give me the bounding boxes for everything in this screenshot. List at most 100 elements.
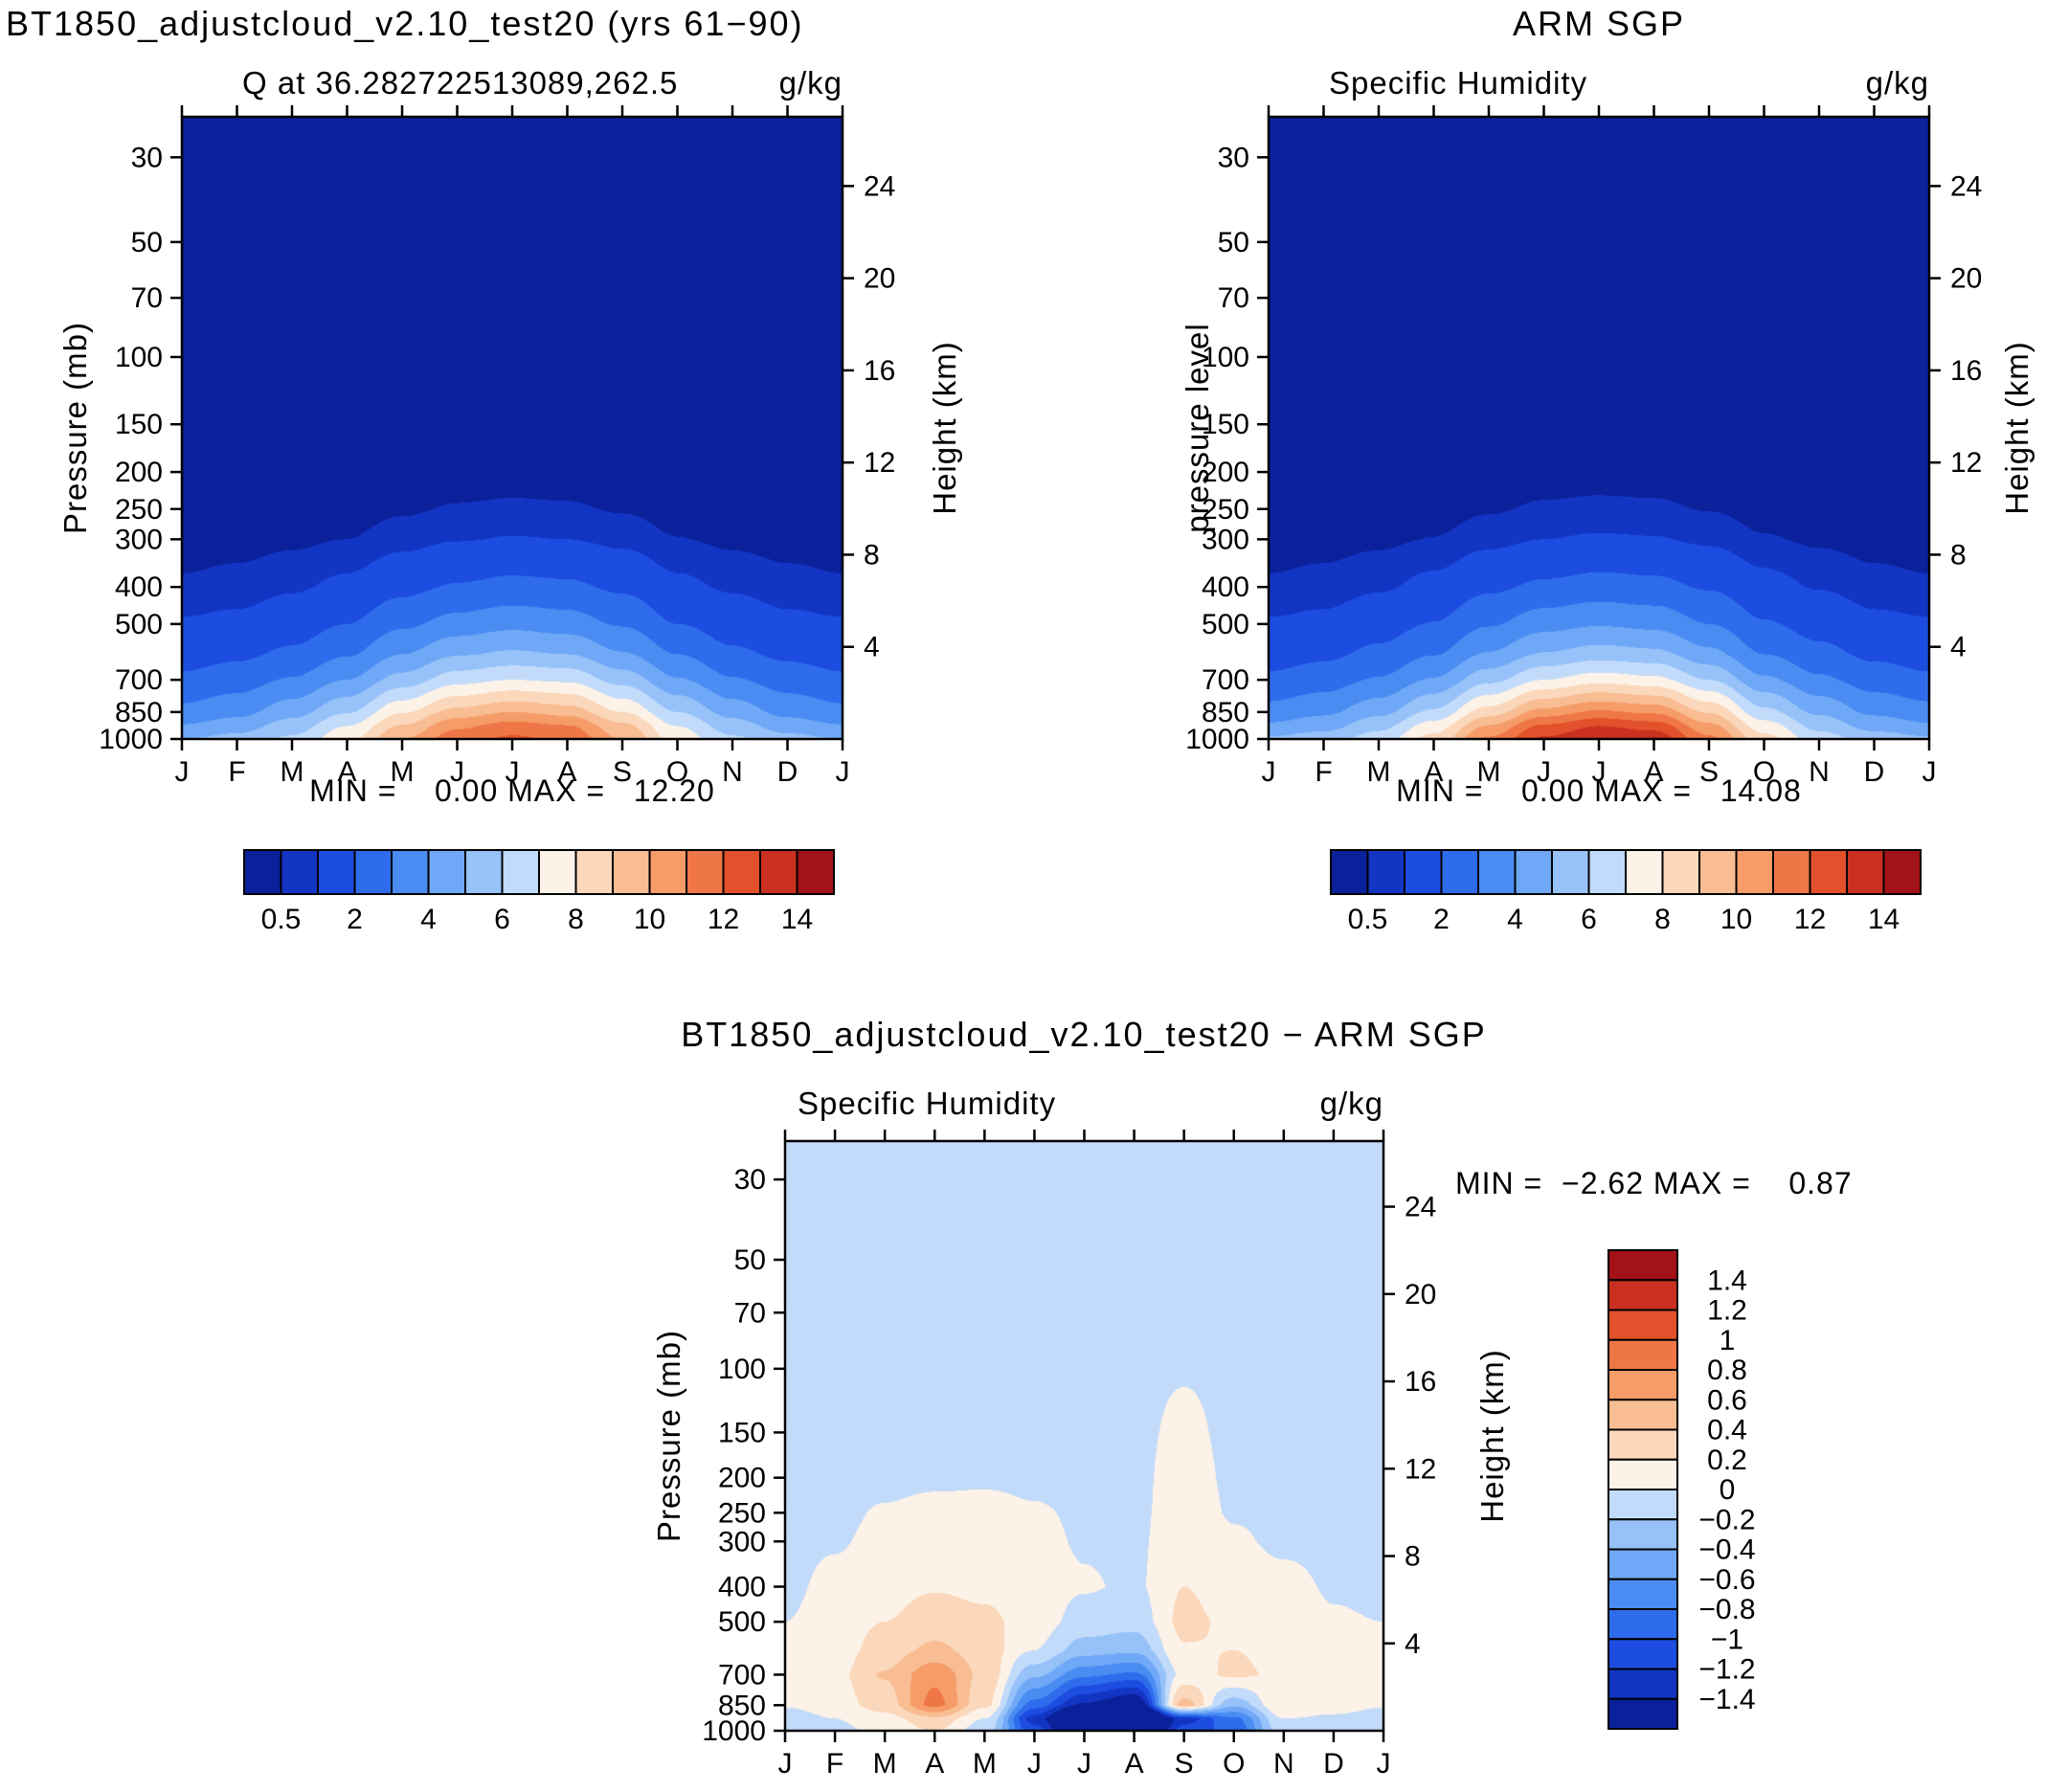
pressure-tick-label: 30 <box>131 142 163 173</box>
panel-obs-ylabel-right: Height (km) <box>1999 341 2035 515</box>
colorbar-tick-label: 0.2 <box>1707 1445 1747 1476</box>
colorbar-box <box>1608 1399 1678 1431</box>
colorbar-box <box>1698 849 1738 895</box>
colorbar-box <box>1608 1428 1678 1461</box>
colorbar-tick-label: 1.2 <box>1707 1295 1747 1327</box>
colorbar-box <box>796 849 835 895</box>
height-tick-label: 20 <box>864 263 895 295</box>
panel-obs-ylabel-left: pressure level <box>1180 323 1215 533</box>
colorbar-box <box>1608 1578 1678 1610</box>
month-tick-label: M <box>873 1748 897 1780</box>
colorbar-box <box>1608 1668 1678 1700</box>
colorbar-box <box>391 849 430 895</box>
panel-diff-ylabel-left: Pressure (mb) <box>651 1329 686 1543</box>
colorbar-tick-label: −0.8 <box>1698 1594 1755 1625</box>
panel-diff-units: g/kg <box>1319 1086 1383 1121</box>
colorbar-box <box>612 849 651 895</box>
colorbar-box <box>1587 849 1627 895</box>
colorbar-tick-label: 0.5 <box>1348 904 1388 935</box>
colorbar-box <box>574 849 614 895</box>
pressure-tick-label: 1000 <box>99 724 163 755</box>
height-tick-label: 12 <box>1405 1453 1436 1485</box>
colorbar-box <box>464 849 504 895</box>
colorbar-tick-label: −0.4 <box>1698 1534 1755 1566</box>
colorbar-box <box>1608 1279 1678 1311</box>
pressure-tick-label: 500 <box>718 1606 766 1638</box>
pressure-tick-label: 250 <box>718 1497 766 1529</box>
height-tick-label: 4 <box>1405 1628 1421 1660</box>
panel-diff-minmax: MIN = −2.62 MAX = 0.87 <box>1455 1166 1853 1200</box>
panel-diff-subtitle: Specific Humidity <box>798 1086 1057 1121</box>
colorbar-tick-label: 2 <box>347 904 363 935</box>
colorbar-box <box>1608 1249 1678 1282</box>
height-tick-label: 4 <box>864 632 880 663</box>
month-tick-label: D <box>1323 1748 1344 1780</box>
pressure-tick-label: 200 <box>115 457 163 488</box>
month-tick-label: J <box>836 756 850 788</box>
pressure-tick-label: 400 <box>115 571 163 603</box>
colorbar-box <box>1608 1338 1678 1371</box>
contour-plot-obs <box>1269 117 1929 739</box>
colorbar-box <box>1608 1548 1678 1580</box>
pressure-tick-label: 70 <box>1218 282 1249 314</box>
pressure-tick-label: 300 <box>115 524 163 555</box>
pressure-tick-label: 250 <box>115 494 163 526</box>
colorbar-tick-label: 10 <box>1720 904 1752 935</box>
pressure-tick-label: 500 <box>115 609 163 640</box>
colorbar-box <box>1514 849 1553 895</box>
pressure-tick-label: 100 <box>115 342 163 373</box>
colorbar-tick-label: 14 <box>1868 904 1900 935</box>
colorbar-tick-label: 0.8 <box>1707 1355 1747 1386</box>
colorbar-box <box>1608 1638 1678 1670</box>
pressure-tick-label: 850 <box>718 1690 766 1721</box>
colorbar-tick-label: 1 <box>1720 1325 1736 1356</box>
pressure-tick-label: 1000 <box>702 1715 766 1747</box>
panel-model-minmax: MIN = 0.00 MAX = 12.20 <box>309 773 715 808</box>
colorbar-box <box>1440 849 1479 895</box>
panel-obs-title: ARM SGP <box>1512 4 1686 43</box>
pressure-tick-label: 50 <box>1218 227 1249 258</box>
panel-obs-minmax: MIN = 0.00 MAX = 14.08 <box>1396 773 1802 808</box>
pressure-tick-label: 700 <box>115 664 163 696</box>
colorbar-box <box>1608 1489 1678 1521</box>
colorbar-box <box>1809 849 1848 895</box>
colorbar-box <box>686 849 725 895</box>
colorbar-box <box>759 849 798 895</box>
colorbar-box <box>1551 849 1590 895</box>
pressure-tick-label: 700 <box>1202 664 1249 696</box>
panel-model-units: g/kg <box>778 65 843 101</box>
month-tick-label: J <box>778 1748 793 1780</box>
month-tick-label: F <box>826 1748 843 1780</box>
month-tick-label: J <box>175 756 190 788</box>
colorbar-tick-label: 2 <box>1433 904 1450 935</box>
height-tick-label: 8 <box>1950 539 1967 571</box>
colorbar-tick-label: 8 <box>568 904 584 935</box>
colorbar-box <box>648 849 687 895</box>
pressure-tick-label: 30 <box>1218 142 1249 173</box>
colorbar-box <box>1366 849 1405 895</box>
colorbar-box <box>1608 1309 1678 1341</box>
pressure-tick-label: 150 <box>718 1417 766 1448</box>
month-tick-label: S <box>1175 1748 1194 1780</box>
colorbar-tick-label: 0.6 <box>1707 1384 1747 1416</box>
height-tick-label: 20 <box>1405 1279 1436 1310</box>
pressure-tick-label: 850 <box>1202 697 1249 728</box>
colorbar-box <box>1608 1608 1678 1641</box>
pressure-tick-label: 50 <box>131 227 163 258</box>
colorbar-box <box>1661 849 1700 895</box>
colorbar-box <box>1608 1697 1678 1730</box>
colorbar-tick-label: −1.4 <box>1698 1684 1755 1715</box>
panel-model-subtitle: Q at 36.282722513089,262.5 <box>242 65 679 101</box>
colorbar-box <box>427 849 466 895</box>
colorbar-tick-label: 6 <box>494 904 510 935</box>
colorbar-box <box>1404 849 1443 895</box>
month-tick-label: A <box>925 1748 944 1780</box>
panel-diff-title: BT1850_adjustcloud_v2.10_test20 − ARM SG… <box>681 1015 1487 1054</box>
colorbar-tick-label: 1.4 <box>1707 1265 1747 1296</box>
height-tick-label: 20 <box>1950 263 1982 295</box>
height-tick-label: 24 <box>1950 170 1982 202</box>
height-tick-label: 8 <box>864 539 880 571</box>
colorbar-tick-label: 10 <box>634 904 665 935</box>
colorbar-box <box>1608 1369 1678 1401</box>
contour-plot-difference <box>785 1141 1383 1731</box>
